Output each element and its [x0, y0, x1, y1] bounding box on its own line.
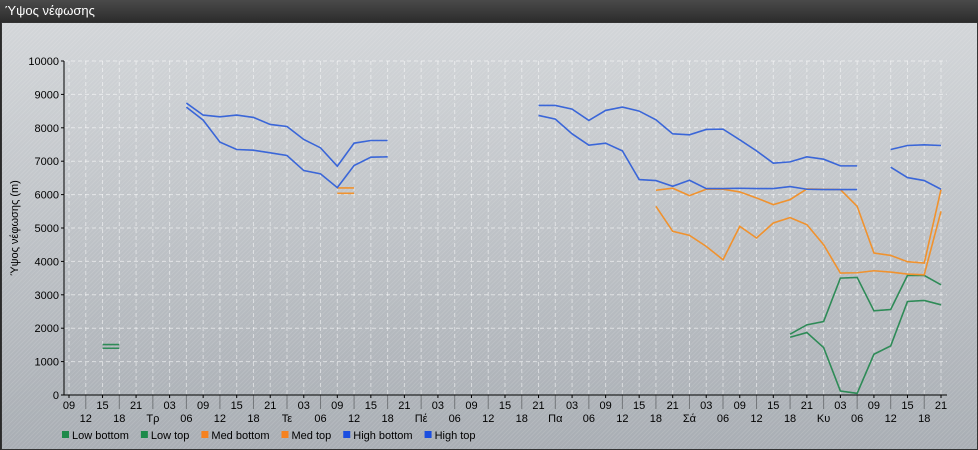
series-line-high-top — [538, 104, 858, 167]
y-tick-label: 9000 — [35, 89, 59, 101]
x-tick-label: Πα — [548, 413, 563, 425]
x-tick-label: 09 — [599, 400, 611, 412]
x-tick-label: 03 — [566, 400, 578, 412]
x-tick-label: 18 — [516, 413, 528, 425]
legend-label: Low bottom — [72, 430, 129, 442]
x-tick-label: 21 — [801, 400, 813, 412]
legend-swatch — [424, 431, 432, 438]
x-tick-label: 15 — [96, 400, 108, 412]
legend-swatch — [201, 431, 209, 438]
series-line-high-bottom — [185, 106, 388, 189]
x-tick-label: 12 — [482, 413, 494, 425]
y-tick-label: 2000 — [35, 323, 59, 335]
x-tick-label: 15 — [767, 400, 779, 412]
x-tick-label: 18 — [113, 413, 125, 425]
x-tick-label: 18 — [650, 413, 662, 425]
x-tick-label: 03 — [432, 400, 444, 412]
x-tick-label: 18 — [918, 413, 930, 425]
legend-label: High top — [435, 430, 476, 442]
x-tick-label: 06 — [717, 413, 729, 425]
y-tick-label: 8000 — [35, 123, 59, 135]
x-tick-label: 21 — [532, 400, 544, 412]
y-tick-label: 3000 — [35, 290, 59, 302]
window-title-bar: Ύψος νέφωσης — [0, 0, 978, 22]
series-line-low-top — [789, 274, 942, 335]
cloud-height-chart: 0 1000 2000 3000 4000 5000 6000 7000 8000 9000 100… — [9, 56, 947, 442]
y-tick-label: 7000 — [35, 156, 59, 168]
x-tick-label: 21 — [264, 400, 276, 412]
legend-swatch — [343, 431, 351, 438]
x-tick-label: 06 — [583, 413, 595, 425]
legend-label: Low top — [151, 430, 190, 442]
series-line-low-bottom — [789, 299, 942, 395]
x-tick-label: 09 — [868, 400, 880, 412]
x-tick-label: 03 — [700, 400, 712, 412]
x-tick-label: 12 — [616, 413, 628, 425]
x-tick-label: 03 — [298, 400, 310, 412]
series-line-high-top — [185, 102, 388, 168]
series-line-med-top — [655, 187, 942, 264]
legend-swatch — [62, 431, 69, 438]
y-axis-label: Ύψος νέφωσης (m) — [9, 180, 21, 276]
series-lines — [102, 102, 942, 395]
x-tick-label: 12 — [80, 413, 92, 425]
x-tick-label: 12 — [885, 413, 897, 425]
y-tick-label: 0 — [53, 390, 59, 402]
x-tick-label: 12 — [750, 413, 762, 425]
series-line-high-bottom — [538, 114, 858, 191]
x-tick-label: 06 — [449, 413, 461, 425]
grid — [64, 60, 947, 395]
series-line-high-bottom — [890, 166, 942, 190]
x-tick-label: 15 — [231, 400, 243, 412]
x-tick-label: 15 — [633, 400, 645, 412]
x-tick-label: 21 — [398, 400, 410, 412]
x-tick-label: Σά — [683, 413, 697, 425]
x-tick-label: 06 — [851, 413, 863, 425]
axes: 0 1000 2000 3000 4000 5000 6000 7000 8000 9000 100… — [28, 56, 947, 425]
x-tick-label: 21 — [130, 400, 142, 412]
x-tick-label: Τρ — [146, 413, 159, 425]
x-tick-label: 06 — [314, 413, 326, 425]
y-tick-label: 4000 — [35, 256, 59, 268]
y-tick-label: 10000 — [28, 56, 59, 68]
x-tick-label: Κυ — [817, 413, 830, 425]
x-tick-label: 09 — [197, 400, 209, 412]
x-tick-label: 18 — [381, 413, 393, 425]
legend-label: Med bottom — [211, 430, 269, 442]
x-tick-label: 03 — [834, 400, 846, 412]
window-title: Ύψος νέφωσης — [5, 3, 95, 18]
x-tick-label: 09 — [331, 400, 343, 412]
legend-swatch — [140, 431, 148, 438]
legend: Low bottom Low top Med bottom Med top High b… — [62, 430, 476, 442]
x-tick-label: 21 — [935, 400, 947, 412]
x-tick-label: 15 — [499, 400, 511, 412]
y-tick-label: 5000 — [35, 223, 59, 235]
x-tick-label: Τε — [282, 413, 293, 425]
x-tick-label: 03 — [163, 400, 175, 412]
legend-label: High bottom — [353, 430, 412, 442]
x-tick-label: 09 — [63, 400, 75, 412]
x-tick-label: 12 — [348, 413, 360, 425]
x-tick-label: 18 — [247, 413, 259, 425]
y-tick-label: 1000 — [35, 357, 59, 369]
legend-label: Med top — [292, 430, 332, 442]
x-tick-label: Πέ — [415, 413, 428, 425]
x-tick-label: 18 — [784, 413, 796, 425]
x-tick-label: 21 — [667, 400, 679, 412]
x-tick-label: 09 — [465, 400, 477, 412]
series-line-high-top — [890, 144, 942, 151]
chart-panel: 0 1000 2000 3000 4000 5000 6000 7000 8000 9000 100… — [1, 22, 978, 450]
x-tick-label: 06 — [180, 413, 192, 425]
x-tick-label: 12 — [214, 413, 226, 425]
x-tick-label: 15 — [901, 400, 913, 412]
x-tick-label: 15 — [365, 400, 377, 412]
legend-swatch — [281, 431, 289, 438]
x-tick-label: 09 — [734, 400, 746, 412]
series-line-med-bottom — [655, 205, 942, 276]
y-tick-label: 6000 — [35, 190, 59, 202]
